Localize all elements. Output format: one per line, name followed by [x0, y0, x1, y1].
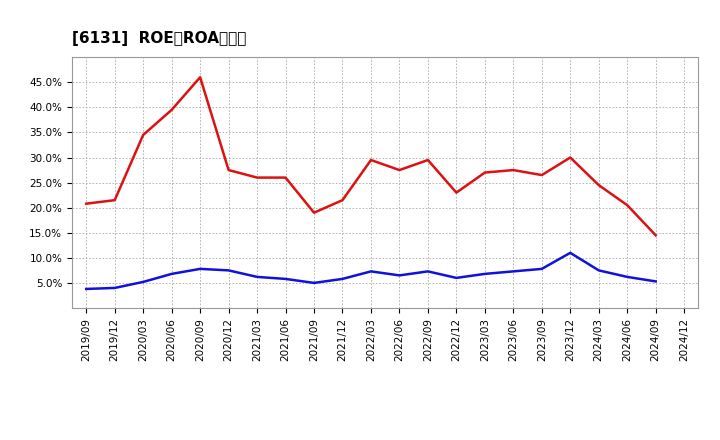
ROA	[253, 274, 261, 279]
ROE	[196, 75, 204, 80]
ROE	[310, 210, 318, 215]
ROA	[595, 268, 603, 273]
ROA	[423, 269, 432, 274]
ROE	[82, 201, 91, 206]
ROE	[537, 172, 546, 178]
ROA	[167, 271, 176, 276]
ROA	[452, 275, 461, 281]
ROA	[366, 269, 375, 274]
ROA	[139, 279, 148, 285]
ROA	[566, 250, 575, 256]
ROE	[480, 170, 489, 175]
ROE	[282, 175, 290, 180]
ROE	[167, 107, 176, 113]
ROE	[595, 183, 603, 188]
ROE	[623, 202, 631, 208]
ROE	[139, 132, 148, 138]
ROE	[253, 175, 261, 180]
ROA	[395, 273, 404, 278]
ROA	[110, 285, 119, 290]
ROE	[423, 158, 432, 163]
ROA	[196, 266, 204, 271]
Text: [6131]  ROE、ROAの推移: [6131] ROE、ROAの推移	[72, 31, 246, 46]
ROA	[82, 286, 91, 292]
Line: ROE: ROE	[86, 77, 656, 235]
ROE	[225, 167, 233, 172]
ROA	[282, 276, 290, 282]
ROE	[452, 190, 461, 195]
ROE	[366, 158, 375, 163]
ROA	[537, 266, 546, 271]
ROA	[509, 269, 518, 274]
ROA	[225, 268, 233, 273]
ROA	[652, 279, 660, 284]
ROE	[110, 198, 119, 203]
ROE	[509, 167, 518, 172]
ROE	[652, 233, 660, 238]
ROE	[338, 198, 347, 203]
Line: ROA: ROA	[86, 253, 656, 289]
ROA	[623, 274, 631, 279]
ROA	[338, 276, 347, 282]
ROA	[310, 280, 318, 286]
ROE	[566, 155, 575, 160]
ROA	[480, 271, 489, 276]
ROE	[395, 167, 404, 172]
